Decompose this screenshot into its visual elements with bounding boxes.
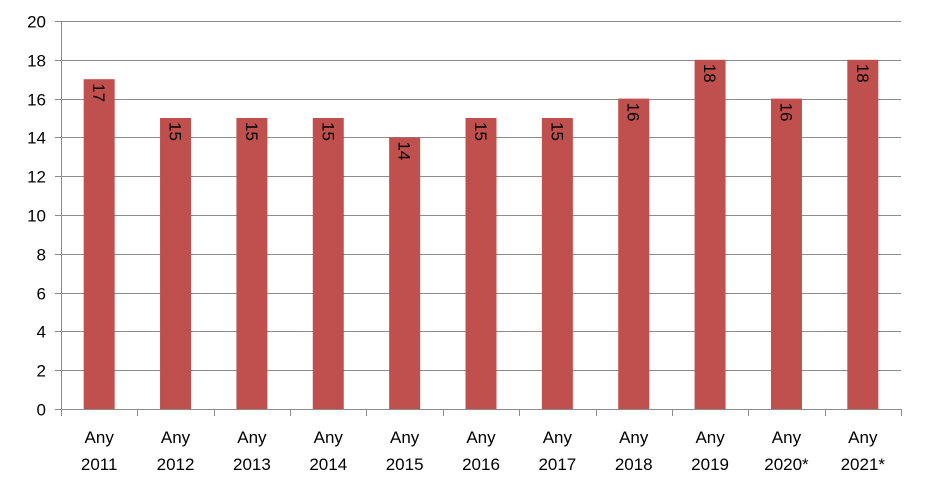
- bar-3: [312, 118, 344, 409]
- data-label: 16: [624, 103, 643, 122]
- category-label: 2019: [691, 455, 729, 474]
- category-label: 2012: [157, 455, 195, 474]
- category-label: 2016: [462, 455, 500, 474]
- y-tick-label: 20: [27, 13, 46, 32]
- bars: [83, 59, 879, 410]
- axes: [55, 21, 902, 416]
- data-label: 17: [89, 83, 108, 102]
- data-label: 15: [318, 122, 337, 141]
- data-label: 15: [547, 122, 566, 141]
- category-label: 2011: [81, 455, 118, 474]
- y-tick-label: 16: [27, 91, 46, 110]
- y-tick-label: 14: [27, 129, 46, 148]
- data-label: 15: [166, 122, 185, 141]
- category-label: 2017: [538, 455, 576, 474]
- category-label: Any: [695, 428, 725, 447]
- bar-1: [160, 118, 192, 409]
- category-label: Any: [848, 428, 878, 447]
- y-tick-label: 2: [37, 362, 46, 381]
- bar-6: [541, 118, 573, 409]
- category-label: Any: [543, 428, 573, 447]
- data-label: 14: [395, 141, 414, 160]
- bar-5: [465, 118, 497, 409]
- bar-4: [389, 137, 421, 409]
- bar-2: [236, 118, 268, 409]
- category-label: Any: [161, 428, 191, 447]
- category-label: Any: [237, 428, 267, 447]
- y-tick-label: 4: [37, 323, 46, 342]
- category-label: Any: [314, 428, 344, 447]
- category-label: 2013: [233, 455, 271, 474]
- data-label: 16: [776, 103, 795, 122]
- bar-8: [694, 59, 726, 410]
- category-label: Any: [466, 428, 496, 447]
- bar-0: [83, 79, 115, 409]
- bar-7: [618, 98, 650, 409]
- category-label: 2014: [309, 455, 347, 474]
- category-label: Any: [390, 428, 420, 447]
- category-label: Any: [85, 428, 115, 447]
- category-label: Any: [772, 428, 802, 447]
- bar-10: [847, 59, 879, 410]
- data-label: 15: [242, 122, 261, 141]
- data-label: 18: [853, 64, 872, 83]
- category-label: 2021*: [841, 455, 886, 474]
- y-tick-label: 0: [37, 401, 46, 420]
- y-tick-label: 8: [37, 246, 46, 265]
- y-tick-label: 10: [27, 207, 46, 226]
- data-label: 15: [471, 122, 490, 141]
- y-tick-label: 12: [27, 168, 46, 187]
- data-label: 18: [700, 64, 719, 83]
- category-label: Any: [619, 428, 649, 447]
- category-label: 2018: [615, 455, 653, 474]
- category-label: 2015: [386, 455, 424, 474]
- bar-9: [770, 98, 802, 409]
- labels: 0246810121416182017Any201115Any201215Any…: [27, 13, 885, 475]
- y-tick-label: 6: [37, 285, 46, 304]
- category-label: 2020*: [764, 455, 809, 474]
- y-tick-label: 18: [27, 52, 46, 71]
